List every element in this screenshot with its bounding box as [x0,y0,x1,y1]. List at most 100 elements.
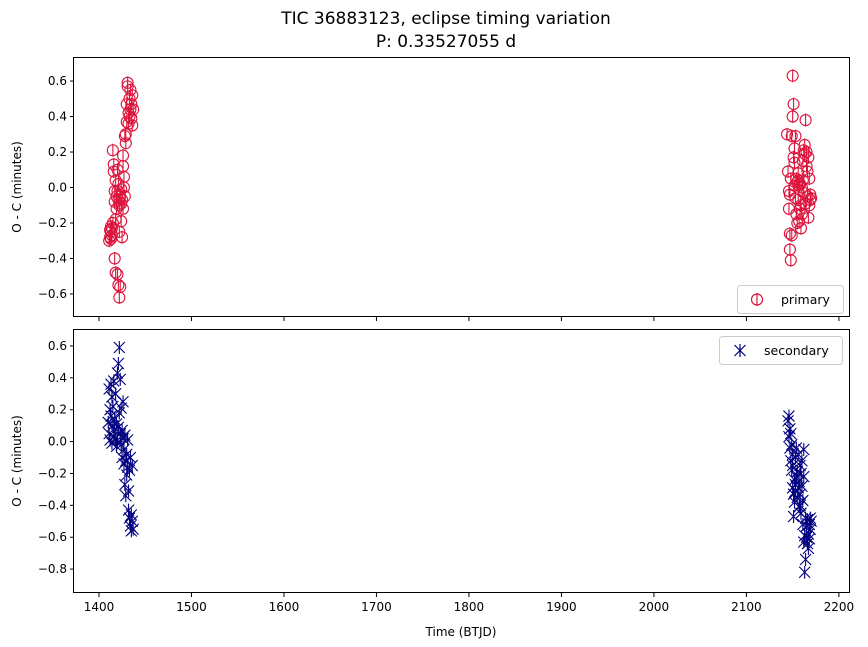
primary-data-point [104,232,118,246]
primary-data-point [804,193,817,207]
secondary-data-point [802,541,815,555]
secondary-data-point [121,433,134,447]
primary-data-point [785,228,798,242]
bottom-panel: 1400 1500 1600 1700 1800 1900 2000 2100 2200 −0.… [10,329,854,639]
top-panel-x-ticks [98,317,840,321]
top-panel-y-ticks: −0.6 −0.4 −0.2 0.0 0.2 0.4 0.6 [38,74,74,301]
top-y-tick-label: 0.0 [48,181,67,195]
primary-data-point [121,76,134,90]
primary-data-point [799,113,812,127]
secondary-data-point [797,470,810,484]
bottom-panel-frame [73,329,850,593]
bottom-panel-x-ticks: 1400 1500 1600 1700 1800 1900 2000 2100 2200 [84,593,854,614]
primary-data-point [109,266,122,280]
top-y-tick-label: 0.6 [48,74,67,88]
bottom-y-tick-label: −0.4 [38,498,67,512]
primary-data-point [125,111,138,125]
secondary-data-point [797,443,810,457]
primary-data-point [118,129,131,143]
primary-data-point [126,118,139,132]
top-legend-box [737,285,844,314]
primary-data-point [795,207,808,221]
top-y-tick-label: −0.6 [38,287,67,301]
bottom-panel-y-ticks: −0.8 −0.6 −0.4 −0.2 0.0 0.2 0.4 0.6 [38,339,74,576]
bottom-x-tick-label: 2000 [639,600,670,614]
legend-marker-primary [750,293,764,306]
primary-data-point [127,102,140,116]
bottom-panel-y-axis-label: O - C (minutes) [10,415,24,507]
top-panel-data-marks [103,69,818,304]
primary-data-point [786,69,799,83]
legend-label-primary: primary [781,292,831,307]
primary-data-point [104,223,117,237]
secondary-data-point [784,427,797,441]
top-legend: primary [737,285,844,314]
secondary-data-point [122,484,135,498]
bottom-x-tick-label: 1700 [361,600,392,614]
secondary-data-point [127,522,140,536]
primary-data-point [792,173,805,187]
secondary-data-point [117,395,129,409]
top-panel: −0.6 −0.4 −0.2 0.0 0.2 0.4 0.6 O - C (minutes)… [10,57,850,321]
secondary-data-point [114,372,127,386]
primary-data-point [801,165,814,179]
top-y-tick-label: −0.4 [38,251,67,265]
primary-data-point [117,181,130,194]
primary-data-point [798,138,811,152]
primary-data-point [789,129,802,143]
secondary-data-point [805,514,818,528]
secondary-data-point [786,458,799,472]
secondary-data-point [113,341,126,355]
primary-data-point [116,149,130,163]
primary-data-point [115,196,128,210]
chart-title-line-2: P: 0.33527055 d [376,32,516,52]
primary-data-point [802,150,815,164]
secondary-data-point [798,565,811,579]
primary-data-point [783,227,796,241]
bottom-y-tick-label: 0.0 [48,435,67,449]
secondary-data-point [796,454,808,468]
secondary-data-point [126,458,139,472]
bottom-x-tick-label: 1900 [546,600,577,614]
secondary-data-point [112,356,125,370]
top-panel-y-axis-label: O - C (minutes) [10,141,24,233]
primary-data-point [794,221,808,235]
legend-label-secondary: secondary [764,343,829,358]
primary-data-point [108,251,121,265]
primary-data-point [805,191,818,205]
bottom-y-tick-label: −0.2 [38,466,67,480]
bottom-y-tick-label: 0.4 [48,371,67,385]
primary-data-point [787,97,800,111]
x-axis-label: Time (BTJD) [425,625,497,639]
bottom-x-tick-label: 2200 [824,600,855,614]
top-y-tick-label: 0.4 [48,110,67,124]
bottom-x-tick-label: 2100 [731,600,762,614]
bottom-x-tick-label: 1400 [84,600,115,614]
secondary-data-point [794,498,806,512]
secondary-data-point [803,532,816,546]
bottom-x-tick-label: 1500 [176,600,207,614]
top-y-tick-label: 0.2 [48,145,67,159]
bottom-x-tick-label: 1800 [454,600,485,614]
secondary-data-point [799,553,812,567]
bottom-legend-box [719,336,843,365]
primary-data-point [126,88,139,102]
primary-data-point [114,280,127,294]
bottom-y-tick-label: 0.2 [48,403,67,417]
primary-data-point [783,188,796,202]
bottom-y-tick-label: −0.8 [38,562,67,576]
bottom-x-tick-label: 1600 [269,600,300,614]
primary-data-point [788,156,801,170]
top-y-tick-label: −0.2 [38,216,67,230]
chart-title-line-1: TIC 36883123, eclipse timing variation [280,9,611,29]
legend-marker-secondary [734,344,746,357]
primary-data-point [802,211,815,225]
primary-data-point [786,110,799,124]
bottom-y-tick-label: −0.6 [38,530,67,544]
primary-data-point [119,136,132,150]
secondary-data-point [783,409,795,423]
primary-data-point [109,173,122,187]
primary-data-point [113,225,126,239]
